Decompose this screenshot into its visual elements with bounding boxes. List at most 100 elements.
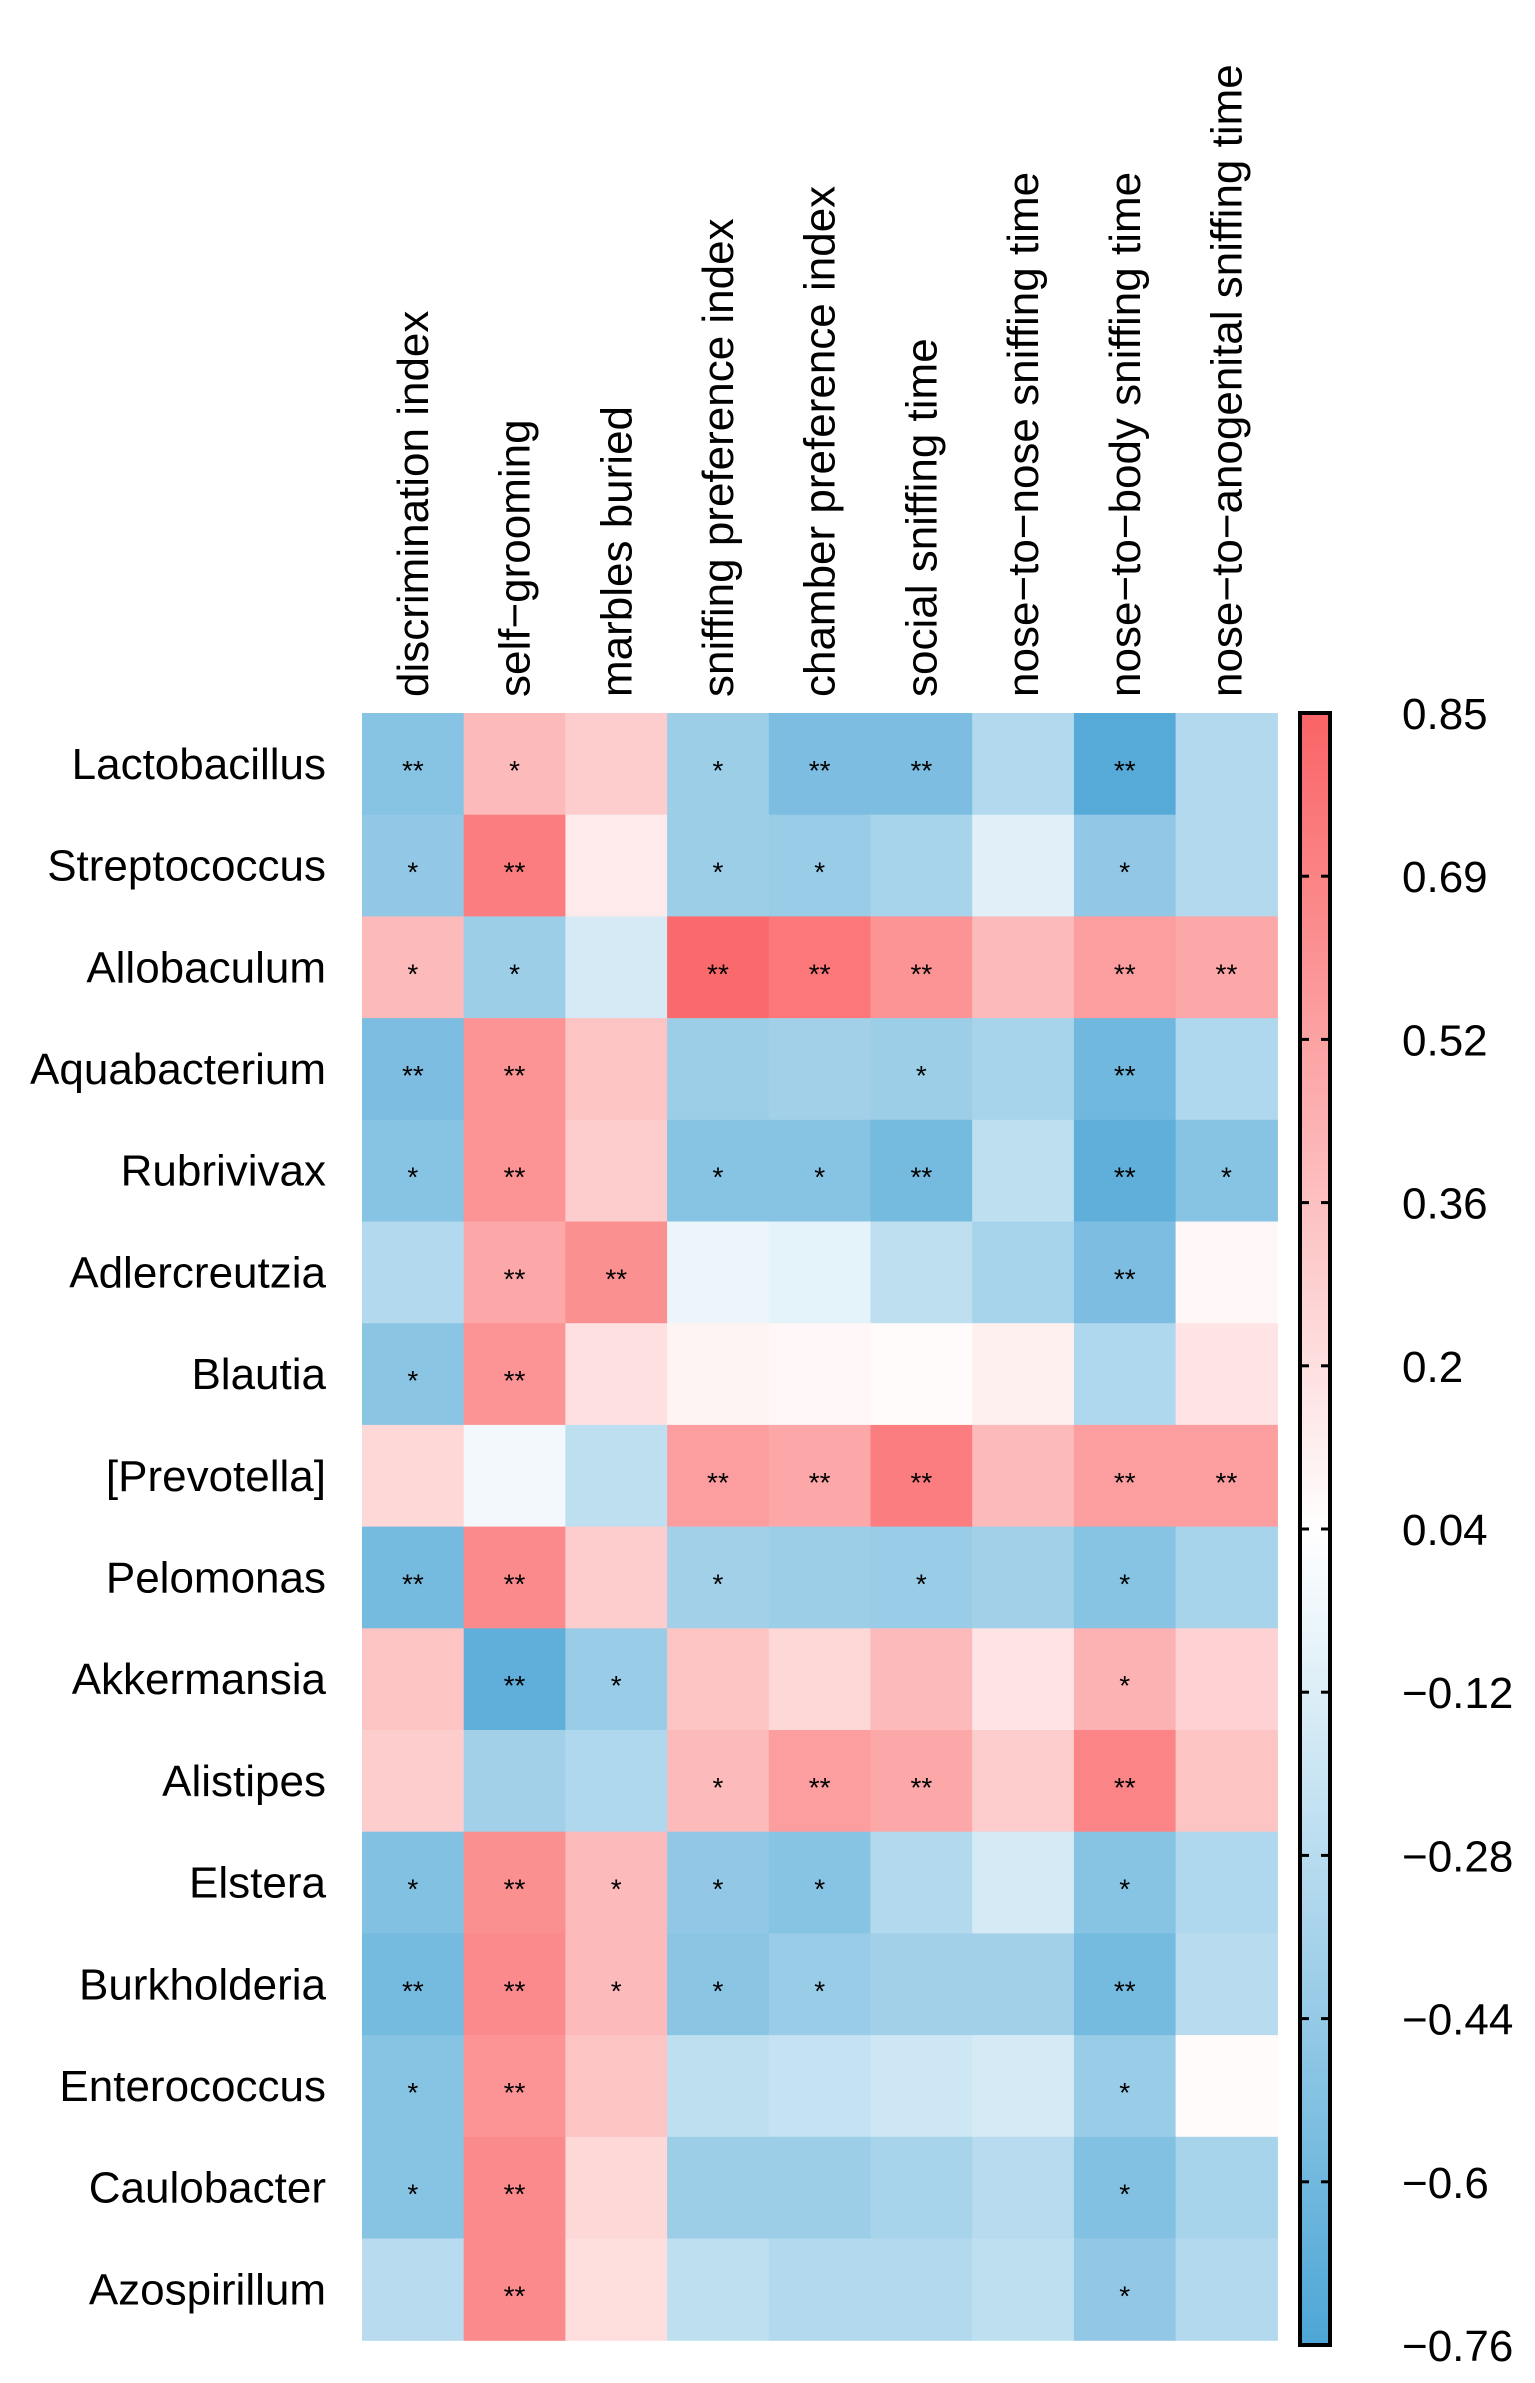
significance-marker: * bbox=[1119, 2280, 1130, 2311]
heatmap-cell bbox=[667, 713, 770, 816]
heatmap-cell bbox=[768, 1526, 872, 1629]
significance-marker: * bbox=[814, 1874, 825, 1905]
heatmap-cell bbox=[1175, 1526, 1278, 1629]
significance-marker: * bbox=[1119, 1568, 1130, 1599]
column-label: sniffing preference index bbox=[694, 218, 743, 697]
significance-marker: ** bbox=[1114, 1162, 1136, 1193]
colorbar-tick-label: −0.6 bbox=[1402, 2159, 1489, 2208]
column-label: social sniffing time bbox=[897, 338, 946, 697]
colorbar-tick-label: −0.12 bbox=[1402, 1669, 1513, 1718]
heatmap-cell bbox=[565, 1628, 668, 1731]
heatmap-cell bbox=[463, 1730, 566, 1833]
row-label: Rubrivivax bbox=[121, 1147, 326, 1196]
heatmap-cell bbox=[1175, 1730, 1278, 1833]
heatmap-cell bbox=[1073, 1323, 1177, 1426]
heatmap-cell bbox=[667, 1018, 770, 1121]
significance-marker: ** bbox=[707, 1467, 729, 1498]
heatmap-cell bbox=[362, 2035, 465, 2138]
heatmap-cell bbox=[565, 1526, 668, 1629]
significance-marker: ** bbox=[504, 1162, 526, 1193]
significance-marker: * bbox=[509, 755, 520, 786]
heatmap-cell bbox=[667, 1119, 770, 1223]
heatmap-cell bbox=[565, 1323, 668, 1426]
significance-marker: * bbox=[1119, 857, 1130, 888]
heatmap-cell bbox=[1073, 814, 1177, 917]
heatmap-cell bbox=[362, 2136, 465, 2240]
significance-marker: ** bbox=[707, 958, 729, 989]
significance-marker: ** bbox=[910, 1772, 932, 1803]
row-label: Azospirillum bbox=[89, 2265, 326, 2314]
column-label: chamber preference index bbox=[796, 186, 845, 697]
heatmap-cell bbox=[972, 1628, 1075, 1731]
significance-marker: ** bbox=[910, 958, 932, 989]
column-label: nose−to−anogenital sniffing time bbox=[1202, 64, 1251, 697]
significance-marker: ** bbox=[504, 1975, 526, 2006]
significance-marker: ** bbox=[1216, 958, 1238, 989]
significance-marker: * bbox=[1221, 1162, 1232, 1193]
heatmap-cell bbox=[362, 916, 465, 1019]
heatmap-cell bbox=[972, 916, 1075, 1019]
row-label: Alistipes bbox=[162, 1757, 326, 1806]
row-label: Adlercreutzia bbox=[69, 1248, 326, 1297]
heatmap-cell bbox=[565, 1119, 668, 1223]
heatmap-cell bbox=[972, 1424, 1075, 1528]
heatmap-cell bbox=[362, 1424, 465, 1528]
heatmap-cell bbox=[667, 2136, 770, 2240]
heatmap-cell bbox=[667, 2238, 770, 2341]
heatmap-cell bbox=[565, 713, 668, 816]
heatmap-cell bbox=[667, 1526, 770, 1629]
heatmap-cell bbox=[667, 1831, 770, 1934]
significance-marker: * bbox=[916, 1568, 927, 1599]
heatmap-cell bbox=[768, 916, 872, 1019]
significance-marker: * bbox=[1119, 1874, 1130, 1905]
significance-marker: * bbox=[1119, 2179, 1130, 2210]
heatmap-cell bbox=[1073, 1526, 1177, 1629]
colorbar-tick-label: 0.52 bbox=[1402, 1016, 1488, 1065]
heatmap-cell bbox=[972, 1323, 1075, 1426]
significance-marker: * bbox=[712, 1975, 723, 2006]
column-label: nose−to−body sniffing time bbox=[1101, 172, 1150, 697]
row-label: Allobaculum bbox=[86, 943, 326, 992]
heatmap-cell bbox=[870, 1730, 973, 1833]
heatmap-cell bbox=[463, 713, 566, 816]
significance-marker: ** bbox=[1114, 1467, 1136, 1498]
column-label: self−grooming bbox=[491, 419, 540, 697]
heatmap-cell bbox=[667, 2035, 770, 2138]
significance-marker: ** bbox=[504, 1874, 526, 1905]
heatmap-cell bbox=[565, 2136, 668, 2240]
colorbar-tick-label: 0.04 bbox=[1402, 1506, 1488, 1555]
heatmap-cell bbox=[667, 1730, 770, 1833]
significance-marker: ** bbox=[1114, 1060, 1136, 1091]
heatmap-cell bbox=[565, 1831, 668, 1934]
heatmap-cell bbox=[972, 2136, 1075, 2240]
heatmap-cell bbox=[463, 1831, 566, 1934]
heatmap-cell bbox=[1175, 814, 1278, 917]
heatmap-cell bbox=[463, 1119, 566, 1223]
colorbar-tick-label: 0.85 bbox=[1402, 690, 1488, 739]
significance-marker: * bbox=[1119, 2077, 1130, 2108]
significance-marker: * bbox=[407, 2179, 418, 2210]
heatmap-cell bbox=[565, 814, 668, 917]
significance-marker: * bbox=[509, 958, 520, 989]
heatmap-cell bbox=[972, 1221, 1075, 1324]
heatmap-cell bbox=[870, 814, 973, 917]
heatmap-cell bbox=[1175, 2238, 1278, 2341]
heatmap-cell bbox=[565, 1221, 668, 1324]
heatmap-cell bbox=[870, 1018, 973, 1121]
significance-marker: * bbox=[712, 1568, 723, 1599]
heatmap-cell bbox=[1073, 2136, 1177, 2240]
row-label: Pelomonas bbox=[106, 1553, 326, 1602]
significance-marker: * bbox=[407, 958, 418, 989]
heatmap-cell bbox=[972, 2035, 1075, 2138]
significance-marker: * bbox=[611, 1670, 622, 1701]
significance-marker: ** bbox=[504, 2179, 526, 2210]
heatmap-cell bbox=[972, 1119, 1075, 1223]
significance-marker: ** bbox=[910, 1162, 932, 1193]
significance-marker: * bbox=[407, 857, 418, 888]
row-label: Caulobacter bbox=[89, 2164, 326, 2213]
significance-marker: * bbox=[712, 1162, 723, 1193]
colorbar-tick-label: 0.69 bbox=[1402, 853, 1488, 902]
row-label: [Prevotella] bbox=[106, 1452, 326, 1501]
